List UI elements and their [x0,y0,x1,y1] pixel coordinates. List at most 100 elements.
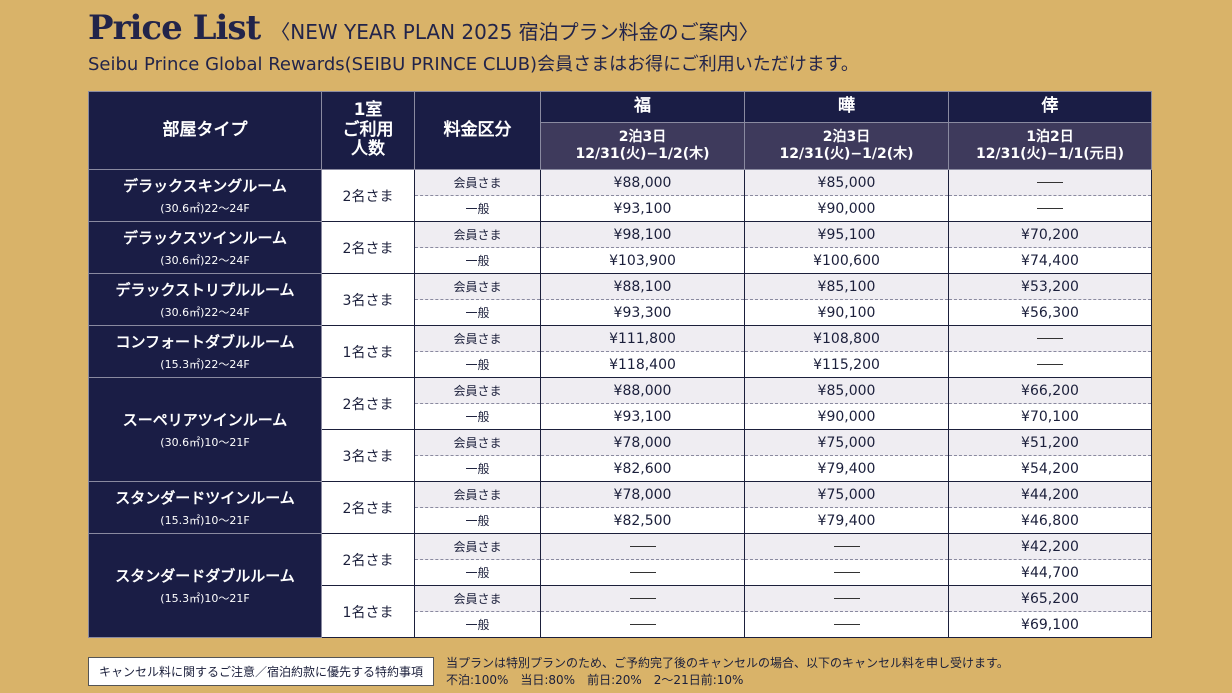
no-price-dash [833,598,860,599]
price-cell: ¥78,000 [540,481,745,508]
price-value: ¥79,400 [817,512,876,529]
price-cell: ¥82,500 [540,507,745,534]
price-cell: ¥78,000 [540,429,745,456]
room-name: スーペリアツインルーム [122,411,288,429]
rate-general-label: 一般 [414,247,541,274]
plan-dates: 12/31(火)−1/2(木) [779,146,914,162]
price-cell: ¥51,200 [948,429,1152,456]
no-price-dash [833,572,860,573]
price-cell: ¥85,000 [744,377,949,404]
no-price-dash [1037,208,1063,209]
rate-member-label: 会員さま [414,221,541,248]
price-cell [744,559,949,586]
price-cell [948,351,1152,378]
people-cell: 3名さま [321,273,415,326]
table-row: 一般 ¥82,500 ¥79,400 ¥46,800 [89,507,1152,534]
rate-general-label: 一般 [414,299,541,326]
rate-member-label: 会員さま [414,377,541,404]
price-cell: ¥118,400 [540,351,745,378]
price-value: ¥70,100 [1021,408,1079,425]
price-cell: ¥56,300 [948,299,1152,326]
no-price-dash [629,598,656,599]
price-cell [744,585,949,612]
plan-symbol: 曄 [744,91,949,123]
table-row: 一般 ¥103,900 ¥100,600 ¥74,400 [89,247,1152,274]
price-cell: ¥103,900 [540,247,745,274]
table-row: 一般 ¥93,100 ¥90,000 [89,195,1152,222]
price-value: ¥88,000 [613,174,672,191]
price-cell: ¥90,000 [744,403,949,430]
price-value: ¥95,100 [817,226,876,243]
price-value: ¥90,000 [817,408,876,425]
no-price-dash [629,546,656,547]
price-value: ¥65,200 [1021,590,1079,607]
price-value: ¥75,000 [817,434,876,451]
price-cell: ¥88,000 [540,377,745,404]
footer: キャンセル料に関するご注意／宿泊約款に優先する特約事項 当プランは特別プランのた… [88,655,1212,690]
price-value: ¥79,400 [817,460,876,477]
price-cell: ¥44,200 [948,481,1152,508]
price-cell: ¥74,400 [948,247,1152,274]
price-cell [948,325,1152,352]
price-cell: ¥46,800 [948,507,1152,534]
page-subtitle: Seibu Prince Global Rewards(SEIBU PRINCE… [88,54,859,75]
price-value: ¥111,800 [609,330,676,347]
no-price-dash [833,546,860,547]
price-cell: ¥66,200 [948,377,1152,404]
price-value: ¥51,200 [1021,434,1079,451]
people-cell: 2名さま [321,377,415,430]
room-spec: (15.3㎡)10〜21F [160,592,250,605]
room-type-cell: スーペリアツインルーム (30.6㎡)10〜21F [88,377,322,482]
table-row: 一般 ¥93,300 ¥90,100 ¥56,300 [89,299,1152,326]
plan-nights: 2泊3日 [618,128,667,145]
price-value: ¥44,200 [1021,486,1079,503]
table-row: 一般 ¥93,100 ¥90,000 ¥70,100 [89,403,1152,430]
plan-symbol: 福 [540,91,745,123]
no-price-dash [833,624,860,625]
price-value: ¥85,100 [817,278,876,295]
rate-member-label: 会員さま [414,429,541,456]
room-type-cell: デラックスツインルーム (30.6㎡)22〜24F [88,221,322,274]
no-price-dash [629,624,656,625]
table-row: 一般 ¥44,700 [89,559,1152,586]
table-row: スタンダードダブルルーム (15.3㎡)10〜21F 2名さま 会員さま ¥42,200 [88,533,1152,638]
rate-general-label: 一般 [414,195,541,222]
price-cell: ¥70,100 [948,403,1152,430]
price-cell: ¥88,000 [540,169,745,196]
price-cell: ¥79,400 [744,455,949,482]
room-type-cell: デラックストリプルルーム (30.6㎡)22〜24F [88,273,322,326]
price-cell [540,585,745,612]
table-row: コンフォートダブルルーム (15.3㎡)22〜24F 1名さま 会員さま ¥111,80… [88,325,1152,378]
room-name: デラックストリプルルーム [115,281,295,299]
rate-member-label: 会員さま [414,325,541,352]
rate-general-label: 一般 [414,455,541,482]
price-value: ¥90,000 [817,200,876,217]
plan-period: 2泊3日 12/31(火)−1/2(木) [540,122,745,170]
price-value: ¥53,200 [1021,278,1079,295]
plan-nights: 1泊2日 [1026,128,1074,145]
room-spec: (30.6㎡)22〜24F [160,202,250,215]
people-cell: 2名さま [321,481,415,534]
price-value: ¥66,200 [1021,382,1079,399]
cancel-note-line-1: 当プランは特別プランのため、ご予約完了後のキャンセルの場合、以下のキャンセル料を… [446,656,1009,670]
room-type-cell: デラックスキングルーム (30.6㎡)22〜24F [88,169,322,222]
price-cell: ¥90,000 [744,195,949,222]
price-cell: ¥44,700 [948,559,1152,586]
people-cell: 3名さま [321,429,415,482]
table-row: 一般 ¥69,100 [89,611,1152,638]
price-cell: ¥54,200 [948,455,1152,482]
price-cell [744,611,949,638]
price-cell [540,559,745,586]
rate-member-label: 会員さま [414,169,541,196]
table-row: 1名さま 会員さま ¥65,200 [89,585,1152,638]
price-value: ¥69,100 [1021,616,1079,633]
price-value: ¥115,200 [813,356,880,373]
price-value: ¥108,800 [813,330,880,347]
table-row: デラックスツインルーム (30.6㎡)22〜24F 2名さま 会員さま ¥98,100 ¥… [88,221,1152,274]
price-cell: ¥75,000 [744,429,949,456]
plan-dates: 12/31(火)−1/1(元日) [976,146,1124,162]
cancel-note-text: 当プランは特別プランのため、ご予約完了後のキャンセルの場合、以下のキャンセル料を… [446,655,1009,690]
price-value: ¥88,100 [613,278,672,295]
price-value: ¥90,100 [817,304,876,321]
price-value: ¥56,300 [1021,304,1079,321]
